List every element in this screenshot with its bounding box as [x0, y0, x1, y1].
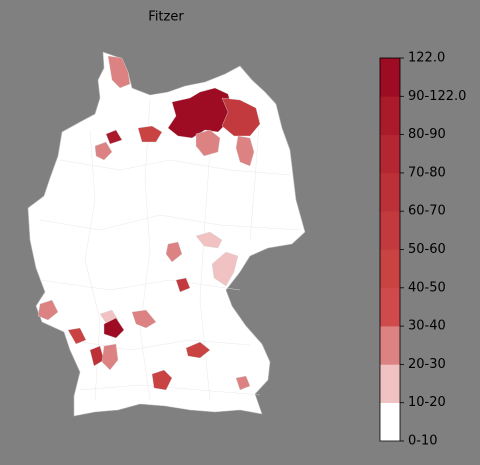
colorbar-tick-label: 30-40 [408, 319, 446, 334]
colorbar-segment [380, 249, 400, 289]
region [235, 135, 255, 167]
region [107, 55, 131, 89]
colorbar-segment [380, 287, 400, 327]
region [235, 375, 251, 391]
colorbar-tick-label: 70-80 [408, 165, 446, 180]
region [175, 277, 191, 293]
region [67, 327, 87, 345]
colorbar-tick-label: 80-90 [408, 127, 446, 142]
region [211, 251, 239, 287]
region [131, 309, 157, 329]
region [195, 129, 221, 157]
region [94, 141, 113, 161]
choropleth-regions [37, 55, 261, 391]
region [185, 341, 211, 359]
colorbar-segment [380, 211, 400, 250]
germany-map [27, 51, 306, 417]
colorbar-tick-label: 40-50 [408, 280, 446, 295]
region [195, 231, 223, 249]
colorbar-segment [380, 326, 400, 365]
country-outline [27, 51, 306, 417]
region [221, 97, 261, 137]
region-grid [39, 99, 301, 401]
region [37, 299, 59, 321]
region [105, 129, 123, 145]
colorbar-segment [380, 402, 400, 442]
region [101, 343, 119, 371]
region [103, 317, 125, 339]
colorbar-tick-label: 90-122.0 [408, 89, 466, 104]
region [137, 125, 163, 143]
region [151, 369, 173, 391]
colorbar-segment [380, 96, 400, 135]
colorbar-tick-label: 10-20 [408, 395, 446, 410]
colorbar-tick-label: 20-30 [408, 357, 446, 372]
region [165, 241, 183, 263]
colorbar: 0-10 10-20 20-30 30-40 40-50 50-60 60-70 70-80 8… [379, 51, 466, 449]
colorbar-segment [380, 172, 400, 212]
colorbar-tick-label: 60-70 [408, 204, 446, 219]
colorbar-tick-label: 0-10 [408, 434, 438, 449]
map-title: Fitzer [148, 10, 184, 25]
colorbar-tick-label: 50-60 [408, 242, 446, 257]
colorbar-segment [380, 58, 400, 97]
colorbar-segment [380, 364, 400, 403]
colorbar-tick-label: 122.0 [408, 51, 445, 66]
colorbar-segment [380, 134, 400, 174]
